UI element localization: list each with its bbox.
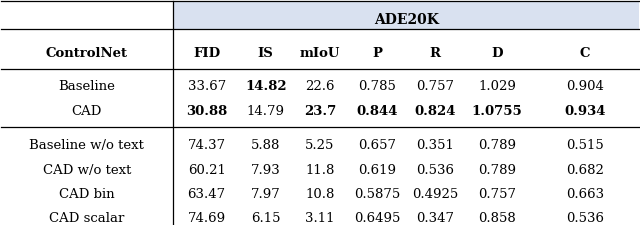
Text: 63.47: 63.47 — [188, 188, 226, 201]
Text: P: P — [372, 47, 383, 60]
Text: Baseline: Baseline — [58, 80, 115, 93]
Text: 0.785: 0.785 — [358, 80, 396, 93]
Text: CAD bin: CAD bin — [59, 188, 115, 201]
Text: 0.789: 0.789 — [478, 164, 516, 177]
Text: 0.536: 0.536 — [566, 212, 604, 225]
Text: Baseline w/o text: Baseline w/o text — [29, 139, 145, 152]
Text: IS: IS — [258, 47, 273, 60]
Text: R: R — [429, 47, 440, 60]
Text: 0.824: 0.824 — [414, 106, 456, 118]
Text: 0.347: 0.347 — [416, 212, 454, 225]
Text: 0.934: 0.934 — [564, 106, 606, 118]
Text: CAD w/o text: CAD w/o text — [43, 164, 131, 177]
Text: 7.93: 7.93 — [251, 164, 280, 177]
Text: 74.69: 74.69 — [188, 212, 226, 225]
Text: 1.029: 1.029 — [478, 80, 516, 93]
Text: 0.682: 0.682 — [566, 164, 604, 177]
Text: 0.4925: 0.4925 — [412, 188, 458, 201]
Text: 0.858: 0.858 — [478, 212, 516, 225]
Text: 60.21: 60.21 — [188, 164, 225, 177]
Text: 0.789: 0.789 — [478, 139, 516, 152]
Text: CAD: CAD — [72, 106, 102, 118]
Text: 23.7: 23.7 — [304, 106, 336, 118]
Text: 0.844: 0.844 — [356, 106, 398, 118]
Text: 0.757: 0.757 — [478, 188, 516, 201]
Text: mIoU: mIoU — [300, 47, 340, 60]
Text: 74.37: 74.37 — [188, 139, 226, 152]
Text: 6.15: 6.15 — [251, 212, 280, 225]
Text: 0.663: 0.663 — [566, 188, 604, 201]
Text: 5.88: 5.88 — [251, 139, 280, 152]
Text: FID: FID — [193, 47, 220, 60]
FancyBboxPatch shape — [173, 1, 639, 29]
Text: 0.619: 0.619 — [358, 164, 396, 177]
Text: 0.657: 0.657 — [358, 139, 396, 152]
Text: 0.757: 0.757 — [416, 80, 454, 93]
Text: 0.5875: 0.5875 — [355, 188, 401, 201]
Text: 14.82: 14.82 — [245, 80, 287, 93]
Text: 5.25: 5.25 — [305, 139, 335, 152]
Text: 0.536: 0.536 — [416, 164, 454, 177]
Text: 0.515: 0.515 — [566, 139, 604, 152]
Text: C: C — [580, 47, 590, 60]
Text: 14.79: 14.79 — [246, 106, 285, 118]
Text: ADE20K: ADE20K — [374, 13, 438, 27]
Text: 0.6495: 0.6495 — [355, 212, 401, 225]
Text: ControlNet: ControlNet — [46, 47, 128, 60]
Text: 10.8: 10.8 — [305, 188, 335, 201]
Text: 1.0755: 1.0755 — [472, 106, 523, 118]
Text: 3.11: 3.11 — [305, 212, 335, 225]
Text: 11.8: 11.8 — [305, 164, 335, 177]
Text: 33.67: 33.67 — [188, 80, 226, 93]
Text: CAD scalar: CAD scalar — [49, 212, 125, 225]
Text: 7.97: 7.97 — [251, 188, 280, 201]
Text: 0.351: 0.351 — [416, 139, 454, 152]
Text: 0.904: 0.904 — [566, 80, 604, 93]
Text: D: D — [492, 47, 503, 60]
Text: 22.6: 22.6 — [305, 80, 335, 93]
Text: 30.88: 30.88 — [186, 106, 227, 118]
